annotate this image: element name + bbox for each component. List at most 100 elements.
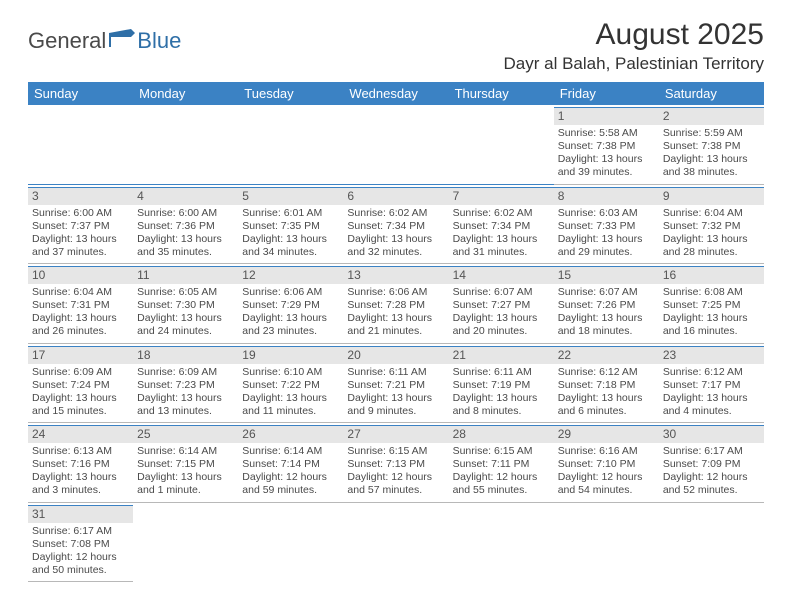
sunrise-text: Sunrise: 6:04 AM [32,286,129,299]
daylight-text: and 52 minutes. [663,484,760,497]
day-header: Monday [133,82,238,105]
sunset-text: Sunset: 7:10 PM [558,458,655,471]
calendar-cell: 5Sunrise: 6:01 AMSunset: 7:35 PMDaylight… [238,184,343,264]
sunrise-text: Sunrise: 5:59 AM [663,127,760,140]
calendar-cell [449,502,554,582]
sunset-text: Sunset: 7:09 PM [663,458,760,471]
sunset-text: Sunset: 7:23 PM [137,379,234,392]
daylight-text: and 39 minutes. [558,166,655,179]
daylight-text: and 16 minutes. [663,325,760,338]
daylight-text: and 1 minute. [137,484,234,497]
calendar-cell: 10Sunrise: 6:04 AMSunset: 7:31 PMDayligh… [28,264,133,344]
sunrise-text: Sunrise: 6:06 AM [242,286,339,299]
header: General Blue August 2025 Dayr al Balah, … [28,18,764,74]
daylight-text: and 20 minutes. [453,325,550,338]
day-number: 7 [449,187,554,205]
daylight-text: and 24 minutes. [137,325,234,338]
sunset-text: Sunset: 7:26 PM [558,299,655,312]
daylight-text: Daylight: 13 hours [347,312,444,325]
daylight-text: Daylight: 12 hours [453,471,550,484]
calendar-week-row: 24Sunrise: 6:13 AMSunset: 7:16 PMDayligh… [28,423,764,503]
daylight-text: and 15 minutes. [32,405,129,418]
daylight-text: Daylight: 13 hours [242,312,339,325]
daylight-text: and 21 minutes. [347,325,444,338]
calendar-cell: 24Sunrise: 6:13 AMSunset: 7:16 PMDayligh… [28,423,133,503]
sunrise-text: Sunrise: 6:02 AM [347,207,444,220]
daylight-text: Daylight: 13 hours [137,312,234,325]
sunrise-text: Sunrise: 6:06 AM [347,286,444,299]
calendar-cell: 12Sunrise: 6:06 AMSunset: 7:29 PMDayligh… [238,264,343,344]
sunrise-text: Sunrise: 6:09 AM [32,366,129,379]
daylight-text: and 23 minutes. [242,325,339,338]
daylight-text: Daylight: 13 hours [242,392,339,405]
day-number: 21 [449,346,554,364]
calendar-cell [659,502,764,582]
day-number: 10 [28,266,133,284]
calendar-cell: 19Sunrise: 6:10 AMSunset: 7:22 PMDayligh… [238,343,343,423]
calendar-cell: 30Sunrise: 6:17 AMSunset: 7:09 PMDayligh… [659,423,764,503]
sunrise-text: Sunrise: 6:17 AM [663,445,760,458]
month-title: August 2025 [504,18,764,52]
calendar-cell: 21Sunrise: 6:11 AMSunset: 7:19 PMDayligh… [449,343,554,423]
title-block: August 2025 Dayr al Balah, Palestinian T… [504,18,764,74]
daylight-text: Daylight: 13 hours [32,233,129,246]
calendar-week-row: 3Sunrise: 6:00 AMSunset: 7:37 PMDaylight… [28,184,764,264]
sunrise-text: Sunrise: 6:15 AM [453,445,550,458]
day-number: 14 [449,266,554,284]
calendar-cell: 29 Sunrise: 6:16 AMSunset: 7:10 PMDayligh… [554,423,659,503]
sunrise-text: Sunrise: 6:10 AM [242,366,339,379]
daylight-text: Daylight: 13 hours [558,233,655,246]
calendar-week-row: 10Sunrise: 6:04 AMSunset: 7:31 PMDayligh… [28,264,764,344]
daylight-text: and 32 minutes. [347,246,444,259]
day-number: 29 [554,425,659,443]
sunrise-text: Sunrise: 6:07 AM [453,286,550,299]
daylight-text: and 57 minutes. [347,484,444,497]
sunset-text: Sunset: 7:30 PM [137,299,234,312]
calendar-cell: 22Sunrise: 6:12 AMSunset: 7:18 PMDayligh… [554,343,659,423]
flag-icon [109,29,135,47]
calendar-week-row: 31Sunrise: 6:17 AMSunset: 7:08 PMDayligh… [28,502,764,582]
calendar-cell: 28Sunrise: 6:15 AMSunset: 7:11 PMDayligh… [449,423,554,503]
day-number: 9 [659,187,764,205]
daylight-text: Daylight: 13 hours [242,233,339,246]
day-number: 13 [343,266,448,284]
location: Dayr al Balah, Palestinian Territory [504,54,764,74]
calendar-table: SundayMondayTuesdayWednesdayThursdayFrid… [28,82,764,582]
calendar-cell [554,502,659,582]
calendar-cell: 31Sunrise: 6:17 AMSunset: 7:08 PMDayligh… [28,502,133,582]
sunrise-text: Sunrise: 5:58 AM [558,127,655,140]
daylight-text: Daylight: 13 hours [663,392,760,405]
calendar-cell: 17Sunrise: 6:09 AMSunset: 7:24 PMDayligh… [28,343,133,423]
day-number: 20 [343,346,448,364]
sunset-text: Sunset: 7:38 PM [558,140,655,153]
sunset-text: Sunset: 7:37 PM [32,220,129,233]
day-number: 3 [28,187,133,205]
daylight-text: Daylight: 12 hours [558,471,655,484]
calendar-cell: 14Sunrise: 6:07 AMSunset: 7:27 PMDayligh… [449,264,554,344]
sunrise-text: Sunrise: 6:08 AM [663,286,760,299]
brand-part2: Blue [137,28,181,54]
daylight-text: Daylight: 13 hours [453,392,550,405]
sunrise-text: Sunrise: 6:05 AM [137,286,234,299]
sunset-text: Sunset: 7:13 PM [347,458,444,471]
calendar-cell: 23Sunrise: 6:12 AMSunset: 7:17 PMDayligh… [659,343,764,423]
sunset-text: Sunset: 7:38 PM [663,140,760,153]
calendar-cell [133,502,238,582]
sunrise-text: Sunrise: 6:16 AM [558,445,655,458]
sunrise-text: Sunrise: 6:00 AM [32,207,129,220]
day-number: 19 [238,346,343,364]
day-header: Saturday [659,82,764,105]
day-header: Friday [554,82,659,105]
calendar-cell: 2Sunrise: 5:59 AMSunset: 7:38 PMDaylight… [659,105,764,184]
day-number: 24 [28,425,133,443]
calendar-cell: 20Sunrise: 6:11 AMSunset: 7:21 PMDayligh… [343,343,448,423]
calendar-cell [133,105,238,184]
sunrise-text: Sunrise: 6:11 AM [453,366,550,379]
sunrise-text: Sunrise: 6:13 AM [32,445,129,458]
calendar-cell: 13Sunrise: 6:06 AMSunset: 7:28 PMDayligh… [343,264,448,344]
day-number: 31 [28,505,133,523]
day-number: 25 [133,425,238,443]
daylight-text: and 9 minutes. [347,405,444,418]
day-number: 2 [659,107,764,125]
calendar-cell: 8Sunrise: 6:03 AMSunset: 7:33 PMDaylight… [554,184,659,264]
